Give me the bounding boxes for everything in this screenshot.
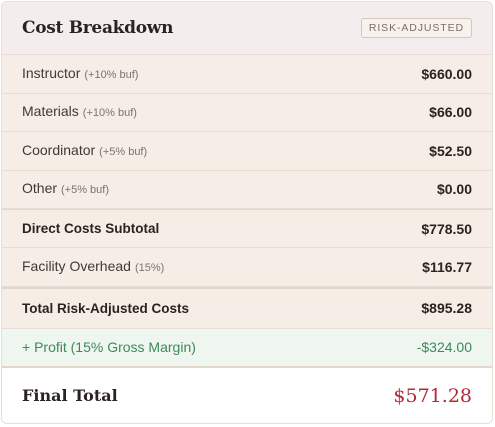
line-item-label: Other: [22, 180, 58, 197]
line-item-label: Coordinator: [22, 141, 96, 158]
final-total-label: Final Total: [22, 386, 118, 405]
total-label: Total Risk-Adjusted Costs: [22, 300, 190, 316]
line-item-amount: $660.00: [421, 65, 472, 82]
profit-row: + Profit (15% Gross Margin) -$324.00: [2, 328, 492, 368]
subtotal-label: Direct Costs Subtotal: [22, 221, 160, 236]
line-item-label: Materials: [22, 103, 79, 120]
line-item-note: (+5% buf): [99, 145, 148, 158]
final-total-row: Final Total $571.28: [2, 367, 492, 423]
profit-amount: -$324.00: [416, 339, 472, 355]
line-item-instructor: Instructor (+10% buf) $660.00: [2, 55, 492, 94]
overhead-label: Facility Overhead: [22, 257, 131, 274]
line-item-coordinator: Coordinator (+5% buf) $52.50: [2, 132, 492, 171]
overhead-amount: $116.77: [422, 258, 472, 275]
line-item-note: (+5% buf): [61, 184, 110, 197]
line-item-note: (+10% buf): [82, 107, 137, 120]
card-title: Cost Breakdown: [22, 18, 174, 38]
line-item-note: (+10% buf): [84, 68, 139, 81]
overhead-note: (15%): [134, 261, 165, 274]
total-amount: $895.28: [421, 300, 472, 316]
profit-label: + Profit (15% Gross Margin): [22, 339, 196, 355]
total-risk-adjusted-row: Total Risk-Adjusted Costs $895.28: [2, 286, 492, 329]
line-item-label: Instructor: [22, 64, 81, 81]
final-total-amount: $571.28: [393, 384, 472, 407]
line-item-other: Other (+5% buf) $0.00: [2, 171, 492, 209]
subtotal-amount: $778.50: [421, 220, 472, 237]
line-item-amount: $0.00: [436, 181, 472, 198]
line-item-amount: $52.50: [429, 142, 472, 159]
risk-adjusted-badge: RISK-ADJUSTED: [360, 17, 472, 39]
direct-costs-subtotal-row: Direct Costs Subtotal $778.50: [2, 209, 492, 248]
line-item-amount: $66.00: [429, 104, 472, 121]
facility-overhead-row: Facility Overhead (15%) $116.77: [2, 248, 492, 287]
card-header: Cost Breakdown RISK-ADJUSTED: [2, 2, 492, 55]
line-item-materials: Materials (+10% buf) $66.00: [2, 94, 492, 132]
